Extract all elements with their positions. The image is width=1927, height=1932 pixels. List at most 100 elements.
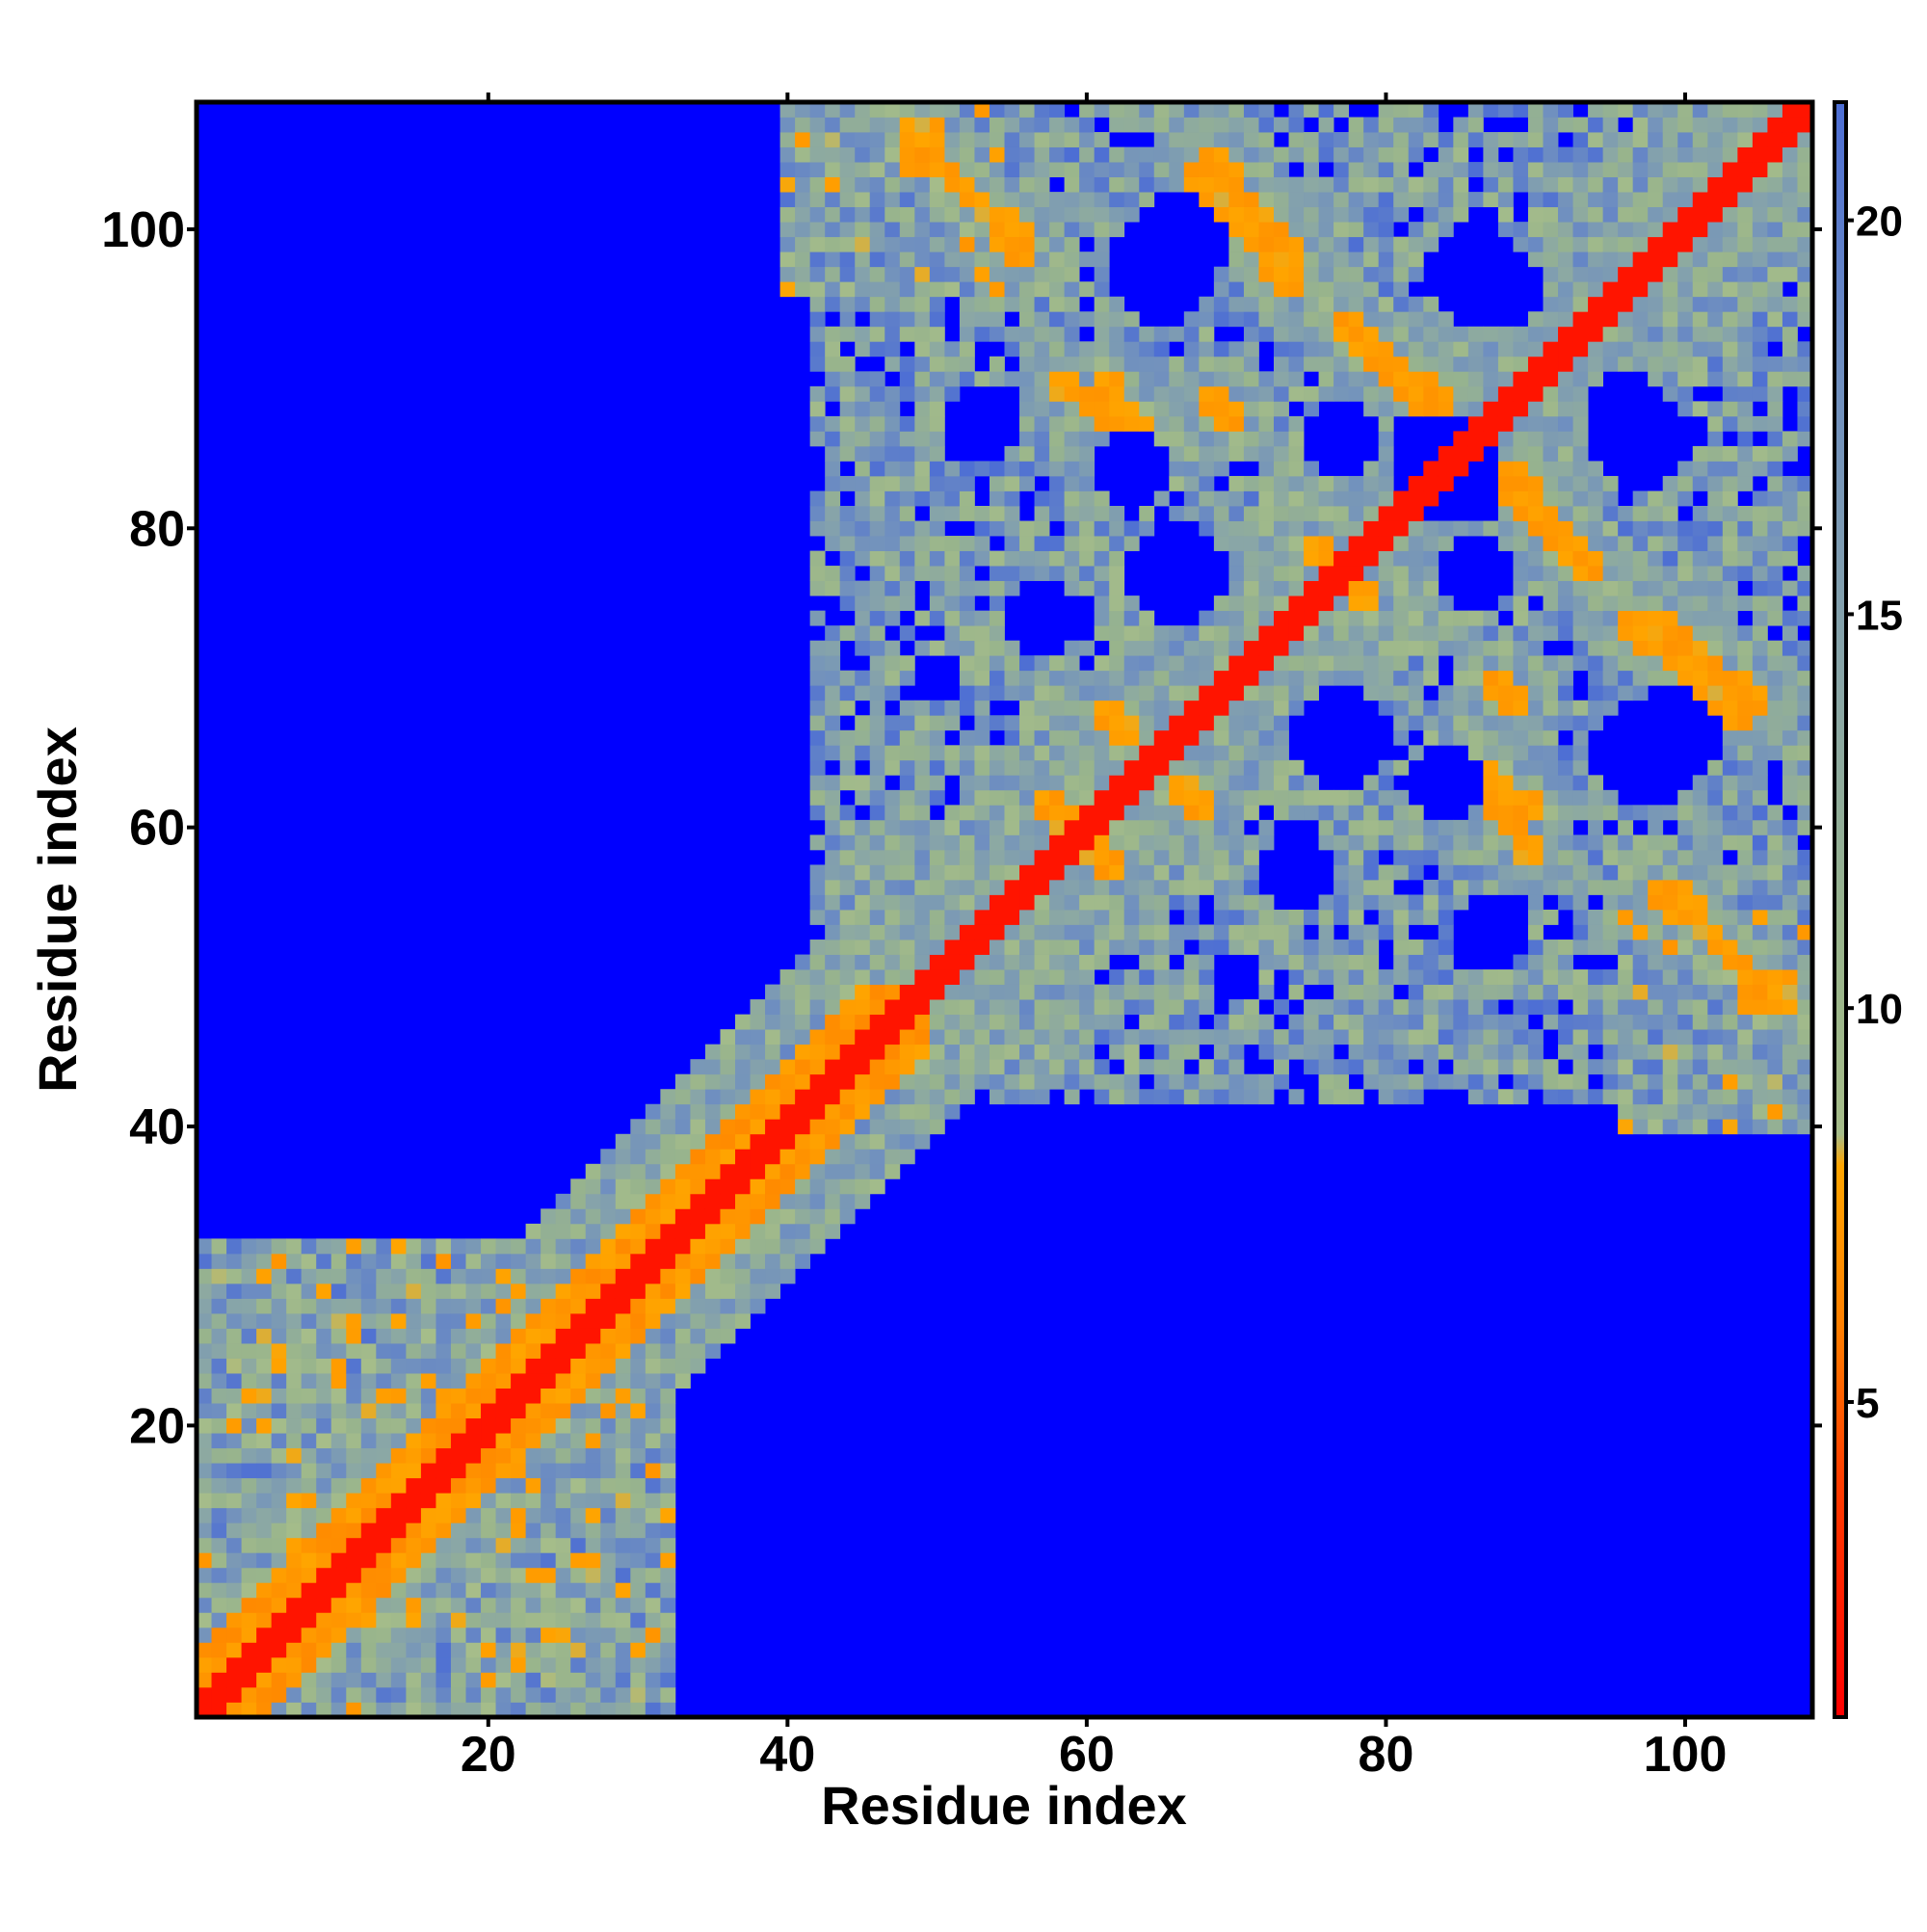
heatmap-cell: [1513, 461, 1529, 477]
heatmap-cell: [1123, 805, 1140, 821]
heatmap-cell: [1153, 805, 1170, 821]
heatmap-cell: [855, 117, 871, 133]
heatmap-cell: [1662, 924, 1678, 940]
heatmap-cell: [1064, 849, 1080, 865]
heatmap-cell: [1483, 969, 1499, 985]
heatmap-cell: [1034, 236, 1050, 252]
heatmap-cell: [779, 1253, 796, 1269]
heatmap-cell: [1572, 311, 1589, 328]
heatmap-cell: [1648, 610, 1664, 626]
heatmap-cell: [316, 1537, 332, 1553]
heatmap-cell: [615, 1522, 631, 1539]
heatmap-cell: [1079, 879, 1095, 895]
heatmap-cell: [825, 296, 841, 312]
heatmap-cell: [1692, 1073, 1708, 1090]
heatmap-cell: [1183, 506, 1200, 521]
heatmap-cell: [1558, 805, 1573, 821]
heatmap-cell: [1467, 849, 1484, 865]
heatmap-cell: [1274, 311, 1289, 328]
heatmap-cell: [286, 1268, 303, 1284]
heatmap-cell: [541, 1627, 557, 1643]
heatmap-cell: [330, 1582, 347, 1599]
heatmap-cell: [630, 1253, 647, 1269]
heatmap-cell: [436, 1268, 452, 1284]
heatmap-cell: [1408, 520, 1424, 537]
heatmap-cell: [720, 1268, 736, 1284]
heatmap-cell: [1467, 415, 1484, 432]
heatmap-cell: [750, 1223, 766, 1239]
heatmap-cell: [944, 1059, 961, 1075]
heatmap-cell: [1318, 924, 1334, 940]
heatmap-cell: [1213, 162, 1229, 177]
heatmap-cell: [495, 1433, 512, 1449]
heatmap-cell: [795, 954, 811, 970]
heatmap-cell: [1453, 356, 1469, 372]
heatmap-cell: [884, 117, 901, 133]
heatmap-cell: [869, 789, 885, 806]
heatmap-cell: [256, 1253, 273, 1269]
heatmap-cell: [779, 1133, 796, 1150]
heatmap-cell: [974, 311, 990, 328]
heatmap-cell: [809, 236, 826, 252]
heatmap-cell: [1094, 924, 1110, 940]
heatmap-cell: [406, 1417, 422, 1434]
heatmap-cell: [989, 206, 1005, 223]
heatmap-cell: [1064, 940, 1080, 955]
heatmap-cell: [929, 506, 945, 521]
heatmap-cell: [1543, 192, 1559, 208]
heatmap-cell: [1363, 580, 1380, 596]
heatmap-cell: [241, 1507, 257, 1523]
heatmap-cell: [495, 1268, 512, 1284]
heatmap-cell: [899, 759, 915, 776]
heatmap-cell: [989, 775, 1005, 791]
heatmap-cell: [1632, 640, 1649, 656]
heatmap-cell: [271, 1597, 287, 1613]
heatmap-cell: [600, 1388, 617, 1404]
heatmap-cell: [1662, 1119, 1678, 1135]
heatmap-cell: [1199, 1059, 1215, 1075]
heatmap-cell: [1497, 431, 1514, 447]
heatmap-cell: [1049, 670, 1066, 686]
heatmap-cell: [1752, 536, 1768, 551]
heatmap-cell: [974, 759, 990, 776]
heatmap-cell: [944, 236, 961, 252]
heatmap-cell: [1527, 445, 1544, 462]
heatmap-cell: [570, 1208, 587, 1225]
heatmap-cell: [1572, 1044, 1589, 1060]
heatmap-cell: [1378, 610, 1394, 626]
heatmap-cell: [1483, 146, 1499, 163]
heatmap-cell: [450, 1537, 466, 1553]
heatmap-cell: [346, 1567, 362, 1583]
heatmap-cell: [1393, 176, 1410, 193]
heatmap-cell: [1213, 759, 1229, 776]
heatmap-cell: [779, 1014, 796, 1030]
heatmap-cell: [1722, 506, 1738, 521]
heatmap-cell: [1767, 1089, 1783, 1105]
heatmap-cell: [436, 1388, 452, 1404]
heatmap-cell: [929, 566, 945, 581]
heatmap-cell: [1348, 940, 1364, 955]
heatmap-cell: [226, 1686, 242, 1703]
heatmap-cell: [1034, 834, 1050, 851]
heatmap-cell: [1438, 715, 1454, 731]
heatmap-cell: [1588, 1029, 1604, 1045]
heatmap-cell: [570, 1238, 587, 1255]
heatmap-cell: [1662, 341, 1678, 357]
heatmap-cell: [1513, 162, 1529, 177]
heatmap-cell: [1767, 236, 1783, 252]
heatmap-cell: [1243, 894, 1259, 911]
heatmap-cell: [211, 1388, 227, 1404]
heatmap-cell: [1677, 475, 1694, 491]
heatmap-cell: [301, 1388, 317, 1404]
heatmap-cell: [1423, 176, 1439, 193]
heatmap-cell: [1527, 475, 1544, 491]
heatmap-cell: [809, 1073, 826, 1090]
heatmap-cell: [211, 1493, 227, 1509]
heatmap-cell: [420, 1567, 436, 1583]
heatmap-cell: [286, 1597, 303, 1613]
heatmap-cell: [1034, 371, 1050, 387]
heatmap-cell: [1572, 520, 1589, 537]
heatmap-cell: [1019, 461, 1035, 477]
heatmap-cell: [1079, 475, 1095, 491]
heatmap-cell: [1648, 640, 1664, 656]
